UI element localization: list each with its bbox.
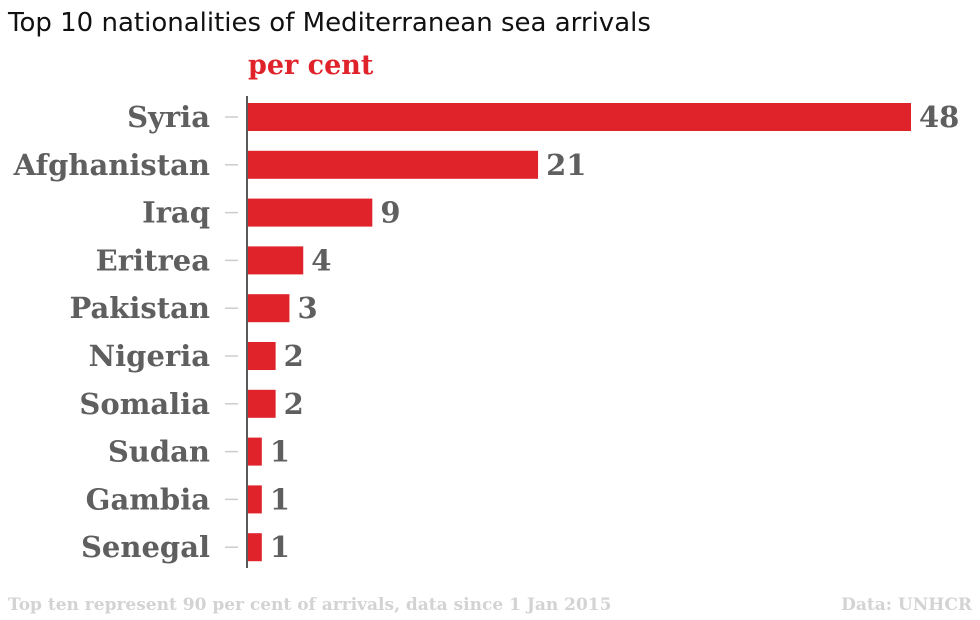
- bar-somalia: [248, 389, 276, 418]
- bar-eritrea: [248, 246, 304, 275]
- value-label: 1: [270, 435, 290, 469]
- bar-iraq: [248, 198, 373, 227]
- unit-label: per cent: [248, 50, 374, 81]
- footnote: Top ten represent 90 per cent of arrival…: [8, 595, 612, 615]
- source-note: Data: UNHCR: [841, 595, 972, 615]
- category-label: Sudan: [108, 435, 210, 469]
- value-label: 21: [546, 148, 586, 182]
- category-label: Eritrea: [96, 243, 211, 277]
- category-label: Nigeria: [89, 339, 211, 373]
- category-label: Syria: [127, 100, 210, 134]
- value-label: 4: [311, 243, 331, 277]
- chart-title: Top 10 nationalities of Mediterranean se…: [8, 8, 651, 38]
- tick-marks: [225, 116, 238, 548]
- bars: [248, 103, 911, 562]
- bar-pakistan: [248, 294, 290, 323]
- value-label: 2: [284, 339, 304, 373]
- bar-gambia: [248, 485, 262, 514]
- value-label: 3: [297, 291, 317, 325]
- category-label: Somalia: [79, 387, 210, 421]
- category-label: Gambia: [86, 482, 211, 516]
- bar-sudan: [248, 437, 262, 466]
- value-label: 1: [270, 530, 290, 564]
- category-label: Pakistan: [69, 291, 210, 325]
- category-label: Afghanistan: [13, 148, 210, 182]
- category-labels: Syria Afghanistan Iraq Eritrea Pakistan Niger…: [13, 100, 211, 564]
- category-label: Iraq: [142, 196, 210, 230]
- value-label: 2: [284, 387, 304, 421]
- bar-nigeria: [248, 342, 276, 370]
- bar-afghanistan: [248, 150, 539, 179]
- value-label: 48: [919, 100, 959, 134]
- value-label: 1: [270, 482, 290, 516]
- bar-syria: [248, 103, 911, 131]
- bar-senegal: [248, 533, 262, 562]
- value-label: 9: [380, 196, 400, 230]
- category-label: Senegal: [81, 530, 210, 564]
